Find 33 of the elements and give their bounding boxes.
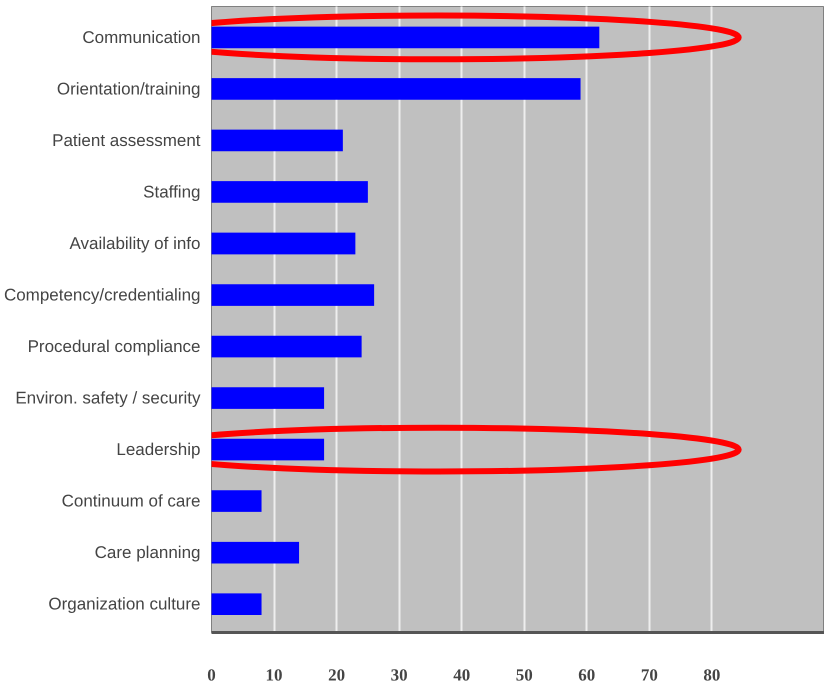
- x-tick-label: 40: [453, 666, 470, 683]
- bar: [212, 336, 362, 358]
- x-tick-label: 50: [516, 666, 533, 683]
- bar: [212, 232, 356, 254]
- bar: [212, 181, 368, 203]
- bar: [212, 438, 324, 460]
- bar: [212, 593, 262, 615]
- x-tick-label: 70: [640, 666, 658, 683]
- y-tick-label: Continuum of care: [62, 492, 200, 511]
- x-tick-label: 20: [328, 666, 346, 683]
- x-tick-label: 60: [578, 666, 596, 683]
- y-tick-label: Competency/credentialing: [4, 286, 201, 305]
- y-tick-label: Availability of info: [69, 234, 201, 254]
- x-tick-label: 0: [207, 666, 216, 683]
- bar: [212, 490, 262, 512]
- y-tick-label: Organization culture: [48, 594, 201, 614]
- bar: [212, 387, 324, 409]
- y-tick-label: Orientation/training: [56, 79, 201, 98]
- y-tick-label: Care planning: [94, 543, 201, 562]
- bar: [212, 542, 300, 564]
- y-tick-label: Environ. safety / security: [15, 388, 201, 408]
- bar: [212, 26, 600, 48]
- y-tick-label: Leadership: [116, 440, 201, 460]
- y-tick-label: Communication: [82, 28, 201, 47]
- bar: [212, 284, 374, 306]
- x-tick-label: 80: [703, 666, 720, 683]
- x-tick-label: 10: [266, 666, 283, 683]
- x-tick-label: 30: [390, 666, 408, 683]
- bar: [212, 130, 343, 152]
- y-tick-label: Staffing: [143, 182, 200, 202]
- y-tick-label: Procedural compliance: [28, 337, 200, 356]
- y-tick-label: Patient assessment: [52, 130, 201, 150]
- bar: [212, 78, 581, 100]
